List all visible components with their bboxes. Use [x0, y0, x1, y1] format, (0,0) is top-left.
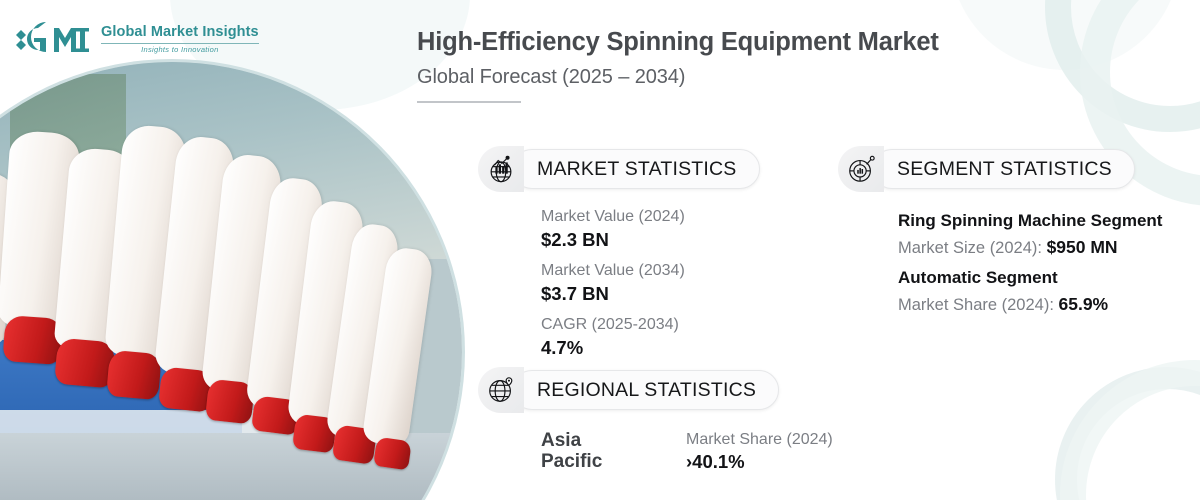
segment-statistics-items: Ring Spinning Machine Segment Market Siz…: [838, 208, 1162, 318]
decorative-ring-bottom-right-2: [1060, 360, 1200, 500]
regional-statistics-block: REGIONAL STATISTICS Asia Pacific Market …: [478, 367, 833, 473]
yarn-cone-cap: [373, 436, 412, 471]
globe-pin-icon: [478, 367, 524, 413]
decorative-ring-top-right-1: [1045, 0, 1200, 132]
pie-chart-target-icon: [838, 146, 884, 192]
brand-tagline: Insights to Innovation: [141, 44, 219, 54]
segment-metric-label: Market Size (2024):: [898, 238, 1047, 257]
stat-label: CAGR (2025-2034): [541, 316, 679, 334]
globe-bar-chart-icon: [478, 146, 524, 192]
segment-metric: Market Size (2024): $950 MN: [898, 234, 1162, 261]
segment-statistics-header: SEGMENT STATISTICS: [838, 146, 1162, 192]
brand-logo[interactable]: Global Market Insights Insights to Innov…: [14, 22, 259, 56]
gmi-logo-icon: [14, 22, 94, 56]
market-statistics-block: MARKET STATISTICS Market Value (2024) $2…: [478, 146, 760, 369]
market-statistics-items: Market Value (2024) $2.3 BN Market Value…: [478, 207, 760, 360]
stat-label: Market Value (2024): [541, 208, 685, 225]
segment-name: Automatic Segment: [898, 268, 1058, 288]
page-title: High-Efficiency Spinning Equipment Marke…: [417, 28, 939, 56]
decorative-circle-top-right-3: [950, 0, 1180, 70]
brand-divider: [101, 42, 259, 44]
regional-statistics-heading: REGIONAL STATISTICS: [512, 370, 780, 410]
regional-statistics-items: Asia Pacific Market Share (2024) ›40.1%: [478, 430, 833, 473]
header: High-Efficiency Spinning Equipment Marke…: [417, 28, 939, 103]
market-statistics-header: MARKET STATISTICS: [478, 146, 760, 192]
stat-item: CAGR (2025-2034) 4.7%: [541, 315, 760, 360]
hero-photo-circle: sales@gminsights.com www.gminsights.com: [0, 62, 462, 500]
stat-label: Market Value (2034): [541, 262, 685, 280]
yarn-cone-cap: [2, 315, 64, 366]
yarn-cone-cap: [106, 349, 163, 401]
decorative-ring-bottom-right-1: [1055, 367, 1200, 500]
spinning-machine-photo: [0, 62, 462, 500]
market-statistics-heading: MARKET STATISTICS: [512, 149, 760, 189]
segment-statistics-block: SEGMENT STATISTICS Ring Spinning Machine…: [838, 146, 1162, 323]
segment-metric: Market Share (2024): 65.9%: [898, 291, 1162, 318]
region-name: Asia Pacific: [541, 430, 603, 473]
page-subtitle: Global Forecast (2025 – 2034): [417, 66, 686, 88]
stat-item: Market Value (2024) $2.3 BN: [541, 207, 760, 252]
stat-value: 4.7%: [541, 337, 584, 359]
regional-statistics-header: REGIONAL STATISTICS: [478, 367, 833, 413]
segment-metric-label: Market Share (2024):: [898, 295, 1059, 314]
stat-value: $2.3 BN: [541, 229, 609, 250]
region-metric-label: Market Share (2024): [686, 431, 833, 448]
stat-item: Market Value (2034) $3.7 BN: [541, 261, 760, 306]
region-metric: Market Share (2024) ›40.1%: [686, 430, 833, 473]
segment-metric-value: 65.9%: [1058, 293, 1109, 314]
segment-name: Ring Spinning Machine Segment: [898, 211, 1163, 230]
stat-value: $3.7 BN: [541, 283, 609, 305]
brand-logo-text: Global Market Insights Insights to Innov…: [101, 25, 259, 53]
segment-statistics-heading: SEGMENT STATISTICS: [872, 149, 1135, 189]
brand-name: Global Market Insights: [101, 24, 259, 40]
header-divider: [417, 101, 521, 103]
segment-metric-value: $950 MN: [1046, 236, 1118, 257]
region-metric-value: ›40.1%: [686, 451, 745, 472]
